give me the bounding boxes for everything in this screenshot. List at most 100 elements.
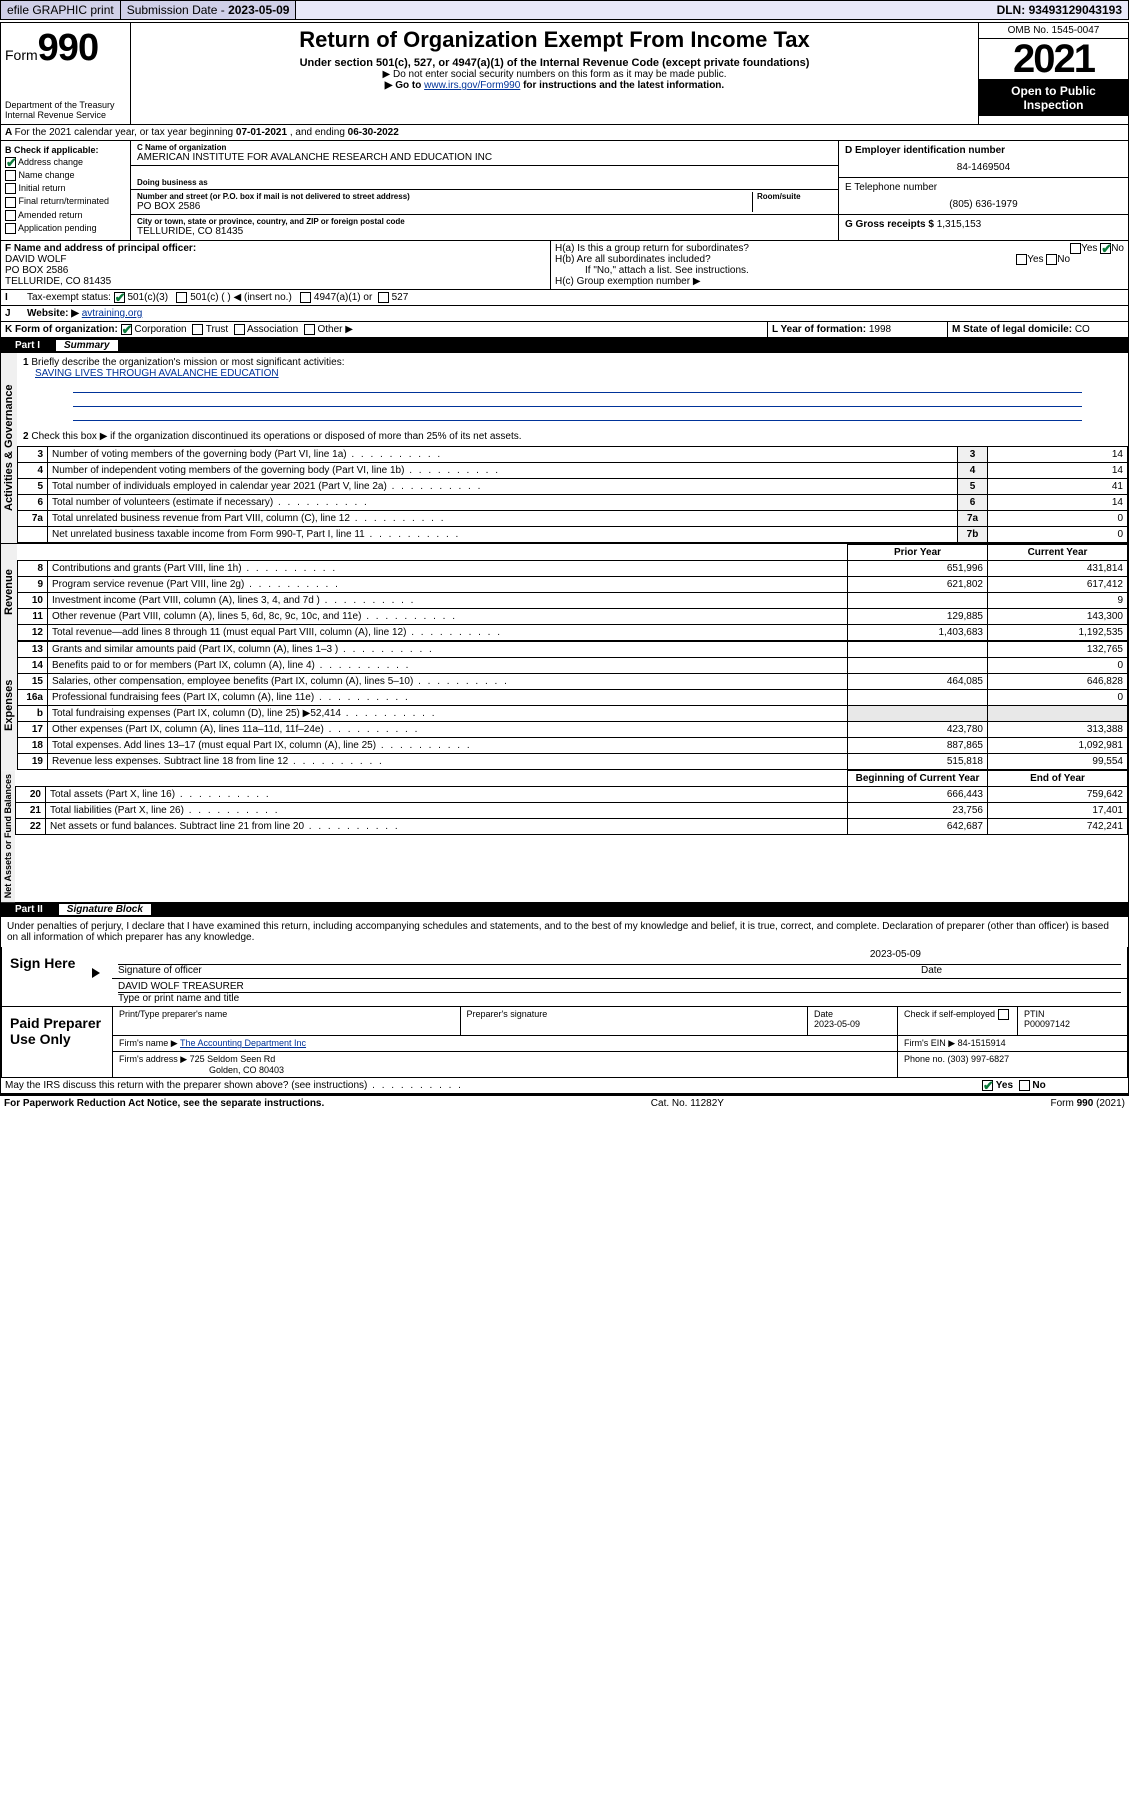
efile-print-button[interactable]: efile GRAPHIC print — [1, 1, 121, 19]
amt-prior — [848, 593, 988, 609]
checkbox-icon[interactable] — [1070, 243, 1081, 254]
box-l: L Year of formation: 1998 — [768, 322, 948, 337]
line2: 2 Check this box ▶ if the organization d… — [17, 427, 1128, 446]
table-row: 18 Total expenses. Add lines 13–17 (must… — [18, 738, 1128, 754]
line-num: 13 — [18, 642, 48, 658]
paid-preparer-label: Paid Preparer Use Only — [2, 1007, 112, 1077]
line-num: 8 — [18, 561, 48, 577]
firm-city: Golden, CO 80403 — [209, 1065, 284, 1075]
part2-header: Part II Signature Block — [1, 902, 1128, 917]
website-link[interactable]: avtraining.org — [82, 308, 143, 319]
date-label: Date — [921, 965, 1121, 976]
line-desc: Other revenue (Part VIII, column (A), li… — [48, 609, 848, 625]
line-desc: Total number of volunteers (estimate if … — [48, 495, 958, 511]
checkbox-icon — [5, 223, 16, 234]
line-desc: Number of independent voting members of … — [48, 463, 958, 479]
line-num: 15 — [18, 674, 48, 690]
ptin-label: PTIN — [1024, 1009, 1121, 1019]
ha-label: H(a) Is this a group return for subordin… — [555, 243, 749, 254]
checkbox-icon[interactable] — [982, 1080, 993, 1091]
checkbox-icon[interactable] — [1100, 243, 1111, 254]
line-desc: Salaries, other compensation, employee b… — [48, 674, 848, 690]
checkbox-icon[interactable] — [1019, 1080, 1030, 1091]
line-desc: Grants and similar amounts paid (Part IX… — [48, 642, 848, 658]
line-desc: Benefits paid to or for members (Part IX… — [48, 658, 848, 674]
checkbox-icon — [5, 197, 16, 208]
amt-current: 0 — [988, 690, 1128, 706]
form-num-big: 990 — [38, 27, 98, 69]
amended-check[interactable]: Amended return — [5, 210, 126, 221]
current-year-hdr: Current Year — [988, 545, 1128, 561]
firm-name-link[interactable]: The Accounting Department Inc — [180, 1038, 306, 1048]
signature-block: Sign Here 2023-05-09 Signature of office… — [1, 947, 1128, 1078]
checkbox-icon[interactable] — [300, 292, 311, 303]
amt-prior: 129,885 — [848, 609, 988, 625]
goto-post: for instructions and the latest informat… — [520, 80, 724, 91]
table-row: 21 Total liabilities (Part X, line 26) 2… — [16, 803, 1128, 819]
initial-return-check[interactable]: Initial return — [5, 183, 126, 194]
checkbox-icon[interactable] — [304, 324, 315, 335]
line-num — [18, 527, 48, 543]
officer-sig-cells: 2023-05-09 Signature of officer Date DAV… — [112, 947, 1127, 1006]
checkbox-icon[interactable] — [121, 324, 132, 335]
addr-change-check[interactable]: Address change — [5, 157, 126, 168]
table-row: 19 Revenue less expenses. Subtract line … — [18, 754, 1128, 770]
line-num: 7a — [18, 511, 48, 527]
corp-label: Corporation — [134, 324, 186, 335]
line-num: 11 — [18, 609, 48, 625]
checkbox-icon[interactable] — [378, 292, 389, 303]
line-value: 41 — [988, 479, 1128, 495]
line-num: 19 — [18, 754, 48, 770]
prep-name-label: Print/Type preparer's name — [119, 1009, 454, 1019]
line-desc: Number of voting members of the governin… — [48, 447, 958, 463]
line-ref: 5 — [958, 479, 988, 495]
mission-link[interactable]: SAVING LIVES THROUGH AVALANCHE EDUCATION — [35, 368, 279, 379]
form-word: Form — [5, 47, 38, 63]
form-title: Return of Organization Exempt From Incom… — [139, 27, 970, 53]
firm-ein-cell: Firm's EIN ▶ 84-1515914 — [897, 1036, 1127, 1051]
name-change-check[interactable]: Name change — [5, 170, 126, 181]
amt-prior: 515,818 — [848, 754, 988, 770]
app-pending-check[interactable]: Application pending — [5, 223, 126, 234]
prep-sig-cell: Preparer's signature — [460, 1007, 808, 1035]
checkbox-icon[interactable] — [998, 1009, 1009, 1020]
firm-phone-cell: Phone no. (303) 997-6827 — [897, 1052, 1127, 1077]
may-discuss-row: May the IRS discuss this return with the… — [1, 1078, 1128, 1095]
line-desc: Other expenses (Part IX, column (A), lin… — [48, 722, 848, 738]
final-return-check[interactable]: Final return/terminated — [5, 196, 126, 207]
part1-header: Part I Summary — [1, 338, 1128, 353]
irs-link[interactable]: www.irs.gov/Form990 — [424, 80, 520, 91]
line-value: 14 — [988, 463, 1128, 479]
line-ref: 4 — [958, 463, 988, 479]
checkbox-icon[interactable] — [1046, 254, 1057, 265]
amt-prior: 23,756 — [848, 803, 988, 819]
checkbox-icon[interactable] — [234, 324, 245, 335]
table-row: 8 Contributions and grants (Part VIII, l… — [18, 561, 1128, 577]
line-num: b — [18, 706, 48, 722]
firm-ein-label: Firm's EIN ▶ — [904, 1038, 958, 1048]
name-title-label: Type or print name and title — [118, 993, 1121, 1004]
table-row: 14 Benefits paid to or for members (Part… — [18, 658, 1128, 674]
ha-line: H(a) Is this a group return for subordin… — [555, 243, 1124, 254]
self-emp-label: Check if self-employed — [904, 1009, 995, 1019]
part1-name: Part I — [7, 340, 48, 351]
website-label: Website: ▶ — [27, 308, 79, 319]
assoc-label: Association — [247, 324, 298, 335]
app-pending-label: Application pending — [18, 223, 97, 233]
line-num: 22 — [16, 819, 46, 835]
trust-label: Trust — [206, 324, 228, 335]
527-label: 527 — [392, 292, 409, 303]
box-b-label: B Check if applicable: — [5, 145, 99, 155]
submission-date[interactable]: Submission Date - 2023-05-09 — [121, 1, 297, 19]
dln: DLN: 93493129043193 — [991, 1, 1128, 19]
activities-governance: Activities & Governance 1 Briefly descri… — [1, 353, 1128, 543]
header-left: Form990 Department of the Treasury Inter… — [1, 23, 131, 124]
street-value: PO BOX 2586 — [137, 201, 752, 212]
line-desc: Professional fundraising fees (Part IX, … — [48, 690, 848, 706]
line-ref: 7a — [958, 511, 988, 527]
checkbox-icon[interactable] — [1016, 254, 1027, 265]
checkbox-icon[interactable] — [114, 292, 125, 303]
checkbox-icon[interactable] — [192, 324, 203, 335]
checkbox-icon[interactable] — [176, 292, 187, 303]
expenses-section: Expenses 13 Grants and similar amounts p… — [1, 641, 1128, 770]
